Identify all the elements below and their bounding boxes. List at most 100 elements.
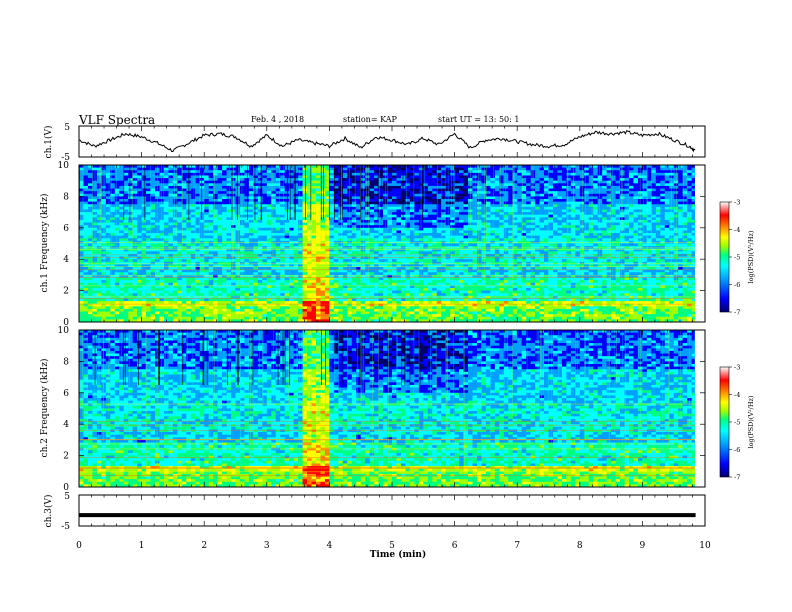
spectrogram-cell — [624, 165, 630, 168]
spectrogram-cell — [110, 212, 116, 216]
spectrogram-cell — [307, 225, 312, 229]
spectrogram-cell — [463, 172, 469, 176]
spectrogram-cell — [172, 201, 178, 205]
spectrogram-cell — [213, 209, 218, 213]
spectrogram-cell — [678, 233, 683, 236]
spectrogram-cell — [204, 172, 209, 176]
spectrogram-cell — [248, 199, 254, 202]
spectrogram-cell — [105, 165, 111, 168]
spectrogram-cell — [128, 246, 133, 250]
spectrogram-cell — [427, 214, 433, 218]
spectrogram-cell — [392, 230, 397, 234]
spectrogram-cell — [137, 188, 142, 192]
spectrogram-cell — [190, 230, 196, 234]
spectrogram-cell — [664, 222, 670, 226]
spectrogram-cell — [271, 214, 277, 218]
spectrogram-cell — [114, 183, 120, 187]
spectrogram-cell — [195, 219, 201, 223]
spectrogram-cell — [293, 214, 299, 218]
spectrogram-cell — [311, 167, 317, 171]
spectrogram-cell — [123, 180, 129, 184]
spectrogram-cell — [190, 246, 196, 250]
spectrogram-cell — [213, 199, 218, 202]
spectrogram-cell — [172, 170, 178, 174]
spectrogram-cell — [655, 209, 661, 213]
spectrogram-cell — [146, 219, 151, 223]
spectrogram-cell — [356, 243, 361, 247]
spectrogram-cell — [642, 183, 648, 187]
spectrogram-cell — [427, 193, 433, 197]
spectrogram-cell — [307, 180, 312, 184]
spectrogram-cell — [423, 178, 429, 181]
spectrogram-cell — [490, 206, 496, 210]
spectrogram-cell — [204, 180, 209, 184]
spectrogram-cell — [526, 227, 531, 231]
spectrogram-cell — [526, 172, 531, 176]
spectrogram-cell — [199, 238, 205, 242]
spectrogram-cell — [324, 172, 330, 176]
spectrogram-cell — [459, 253, 464, 257]
spectrogram-cell — [213, 165, 218, 168]
spectrogram-cell — [575, 225, 581, 229]
spectrogram-cell — [320, 217, 326, 221]
spectrogram-cell — [128, 209, 133, 213]
spectrogram-cell — [494, 246, 500, 250]
spectrogram-cell — [646, 172, 652, 176]
spectrogram-cell — [508, 225, 514, 229]
spectrogram-cell — [204, 253, 209, 257]
spectrogram-cell — [289, 243, 294, 247]
spectrogram-cell — [476, 180, 482, 184]
spectrogram-cell — [539, 251, 545, 255]
spectrogram-cell — [539, 193, 545, 197]
spectrogram-cell — [633, 196, 639, 200]
spectrogram-cell — [275, 214, 281, 218]
spectrogram-cell — [409, 222, 415, 226]
spectrogram-cell — [217, 248, 223, 252]
spectrogram-cell — [374, 188, 379, 192]
spectrogram-cell — [566, 217, 572, 221]
spectrogram-cell — [132, 225, 138, 229]
spectrogram-cell — [485, 225, 491, 229]
spectrogram-cell — [123, 191, 129, 195]
spectrogram-cell — [535, 235, 540, 239]
spectrogram-cell — [503, 178, 509, 181]
spectrogram-cell — [329, 185, 335, 189]
spectrogram-cell — [499, 233, 505, 236]
spectrogram-cell — [463, 235, 469, 239]
spectrogram-cell — [400, 222, 406, 226]
spectrogram-cell — [123, 251, 129, 255]
spectrogram-cell — [141, 165, 147, 168]
spectrogram-cell — [146, 217, 151, 221]
spectrogram-cell — [275, 188, 281, 192]
spectrogram-cell — [512, 214, 518, 218]
spectrogram-cell — [356, 233, 361, 236]
spectrogram-cell — [669, 178, 674, 181]
spectrogram-cell — [110, 209, 116, 213]
spectrogram-cell — [293, 204, 299, 208]
spectrogram-cell — [356, 178, 361, 181]
spectrogram-cell — [320, 238, 326, 242]
spectrogram-cell — [275, 219, 281, 223]
spectrogram-cell — [244, 170, 250, 174]
spectrogram-cell — [177, 222, 183, 226]
spectrogram-cell — [548, 212, 554, 216]
spectrogram-cell — [396, 212, 402, 216]
spectrogram-cell — [512, 243, 518, 247]
spectrogram-cell — [150, 246, 156, 250]
spectrogram-cell — [239, 238, 245, 242]
spectrogram-cell — [137, 196, 142, 200]
spectrogram-cell — [342, 199, 348, 202]
spectrogram-cell — [226, 180, 232, 184]
spectrogram-cell — [512, 170, 518, 174]
spectrogram-cell — [432, 253, 438, 257]
spectrogram-cell — [633, 209, 639, 213]
spectrogram-cell — [132, 165, 138, 168]
spectrogram-cell — [682, 243, 688, 247]
spectrogram-cell — [83, 188, 89, 192]
spectrogram-cell — [195, 251, 201, 255]
spectrogram-cell — [392, 238, 397, 242]
spectrogram-cell — [333, 180, 339, 184]
spectrogram-cell — [329, 235, 335, 239]
spectrogram-cell — [655, 246, 661, 250]
spectrogram-cell — [454, 188, 460, 192]
